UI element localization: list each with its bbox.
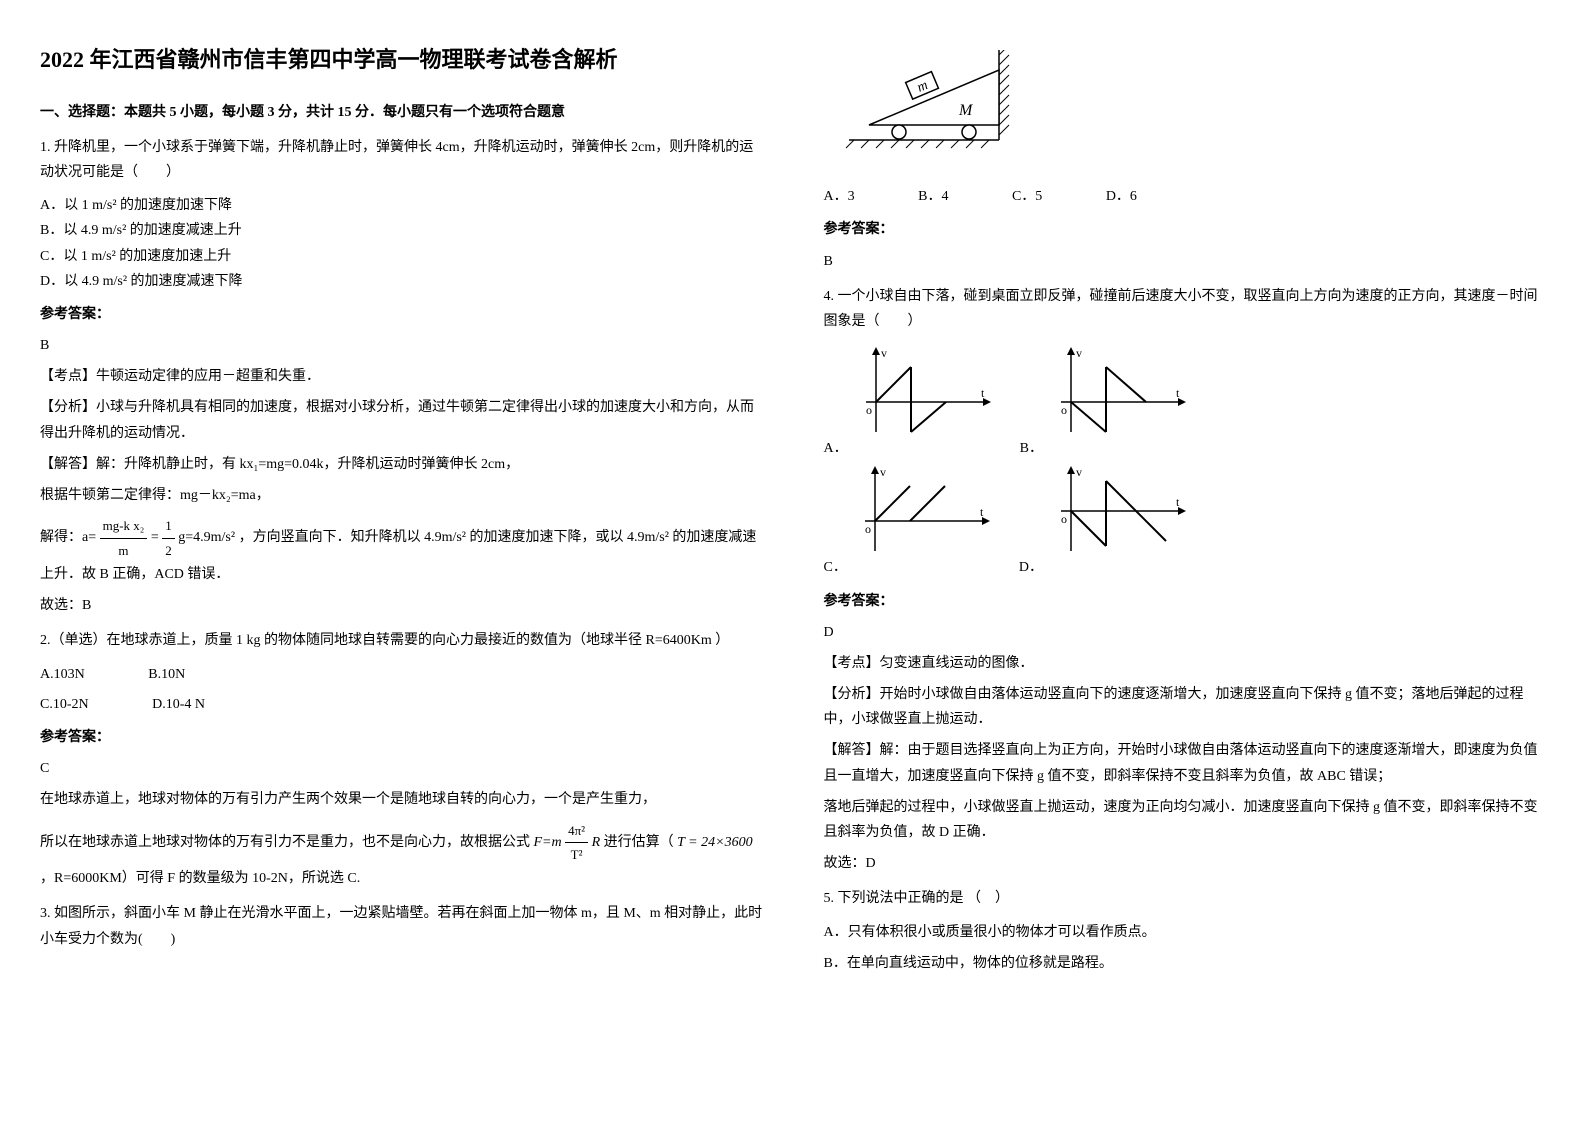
q4-graphs-row2: C． v t o D．: [824, 461, 1548, 580]
q1-jieda3-post: ，方向竖直向下．知升降机以 4.9m/s² 的加速度加速下降，或以 4.9m/s…: [40, 530, 756, 582]
q1-jieda1: 【解答】解：升降机静止时，有 kx₁=mg=0.04k，升降机运动时弹簧伸长 2…: [40, 452, 764, 477]
q3-svg: M m: [824, 50, 1014, 160]
q4a-t-label: t: [981, 386, 985, 400]
q2-frac-num: 4π²: [565, 819, 588, 843]
q3-answer: B: [824, 249, 1548, 274]
q4-label-c: C．: [824, 560, 847, 575]
q2-sol2-r: R: [592, 835, 601, 850]
q1-opt-b: B．以 4.9 m/s² 的加速度减速上升: [40, 218, 764, 243]
section1-heading: 一、选择题：本题共 5 小题，每小题 3 分，共计 15 分．每小题只有一个选项…: [40, 100, 764, 125]
q2-answer: C: [40, 756, 764, 781]
right-column: M m A．3 B．4 C．5 D．6 参考答案： B 4. 一个小球自由下落，…: [824, 40, 1548, 982]
q1-frac1-num: mg-k x₂: [100, 514, 148, 538]
q4d-t-label: t: [1176, 495, 1180, 509]
q1-opt-d: D．以 4.9 m/s² 的加速度减速下降: [40, 269, 764, 294]
q4c-v-label: v: [880, 465, 886, 479]
q2-sol2-post: 进行估算（: [604, 835, 674, 850]
q3-opt-d: D．6: [1106, 184, 1137, 209]
q4-fenxi: 【分析】开始时小球做自由落体运动竖直向下的速度逐渐增大，加速度竖直向下保持 g …: [824, 682, 1548, 732]
q1-frac2: 1 2: [162, 514, 175, 562]
q4-answer-label: 参考答案：: [824, 589, 1548, 614]
q4-graphs-row1: A． v t o B．: [824, 342, 1548, 461]
q1-opt-c: C．以 1 m/s² 的加速度加速上升: [40, 244, 764, 269]
q1-kaodian: 【考点】牛顿运动定律的应用－超重和失重．: [40, 364, 764, 389]
q3-answer-label: 参考答案：: [824, 217, 1548, 242]
q4b-o-label: o: [1061, 403, 1067, 417]
q1-fenxi: 【分析】小球与升降机具有相同的加速度，根据对小球分析，通过牛顿第二定律得出小球的…: [40, 395, 764, 445]
q4-graph-c: v t o: [855, 461, 995, 570]
q2-opt-d: D.10-4 N: [152, 692, 205, 717]
q4b-v-label: v: [1076, 346, 1082, 360]
q2-sol1: 在地球赤道上，地球对物体的万有引力产生两个效果一个是随地球自转的向心力，一个是产…: [40, 787, 764, 812]
cart-label: M: [958, 102, 974, 119]
q1-jieda3-pre: 解得：a=: [40, 530, 96, 545]
q2-opts-row2: C.10-2N D.10-4 N: [40, 692, 764, 717]
q4-jieda3: 故选：D: [824, 851, 1548, 876]
q4d-v-label: v: [1076, 465, 1082, 479]
ground-hatch: [846, 140, 989, 148]
q1-jieda2: 根据牛顿第二定律得：mg－kx₂=ma，: [40, 483, 764, 508]
q2-opt-c: C.10-2N: [40, 692, 89, 717]
q1-opt-a: A．以 1 m/s² 的加速度加速下降: [40, 193, 764, 218]
q3-diagram: M m: [824, 50, 1014, 169]
q4c-o-label: o: [865, 522, 871, 536]
q1-jieda3: 解得：a= mg-k x₂ m = 1 2 g=4.9m/s² ，方向竖直向下．…: [40, 514, 764, 587]
q1-jieda3-mid: =: [151, 530, 159, 545]
q1-frac1: mg-k x₂ m: [100, 514, 148, 562]
q2-sol3-mid: ，R=6000KM）可得 F 的数量级为 10-2N，所说选 C.: [40, 871, 360, 886]
q1-jieda4: 故选：B: [40, 593, 764, 618]
left-column: 2022 年江西省赣州市信丰第四中学高一物理联考试卷含解析 一、选择题：本题共 …: [40, 40, 764, 982]
q4-label-b: B．: [1020, 441, 1043, 456]
q4-graph-b: v t o: [1051, 342, 1191, 451]
q4b-t-label: t: [1176, 386, 1180, 400]
q4d-o-label: o: [1061, 512, 1067, 526]
q5-stem: 5. 下列说法中正确的是 （ ）: [824, 886, 1548, 911]
wall-hatch: [999, 50, 1009, 140]
q2-sol2-lhs: F=m: [534, 835, 562, 850]
q3-opt-c: C．5: [1012, 184, 1042, 209]
q2-stem: 2.（单选）在地球赤道上，质量 1 kg 的物体随同地球自转需要的向心力最接近的…: [40, 628, 764, 653]
q4-kaodian: 【考点】匀变速直线运动的图像．: [824, 651, 1548, 676]
q2-opts-row1: A.103N B.10N: [40, 662, 764, 687]
q4-graph-d: v t o: [1051, 461, 1191, 570]
q1-jieda3-suffix: g=4.9m/s²: [178, 530, 235, 545]
q1-answer: B: [40, 333, 764, 358]
q4-stem: 4. 一个小球自由下落，碰到桌面立即反弹，碰撞前后速度大小不变，取竖直向上方向为…: [824, 284, 1548, 334]
q2-answer-label: 参考答案：: [40, 725, 764, 750]
page-title: 2022 年江西省赣州市信丰第四中学高一物理联考试卷含解析: [40, 40, 764, 80]
q2-frac: 4π² T²: [565, 819, 588, 867]
q3-opts: A．3 B．4 C．5 D．6: [824, 184, 1548, 209]
q4-label-d: D．: [1019, 560, 1043, 575]
q2-frac-den: T²: [565, 843, 588, 866]
q2-opt-b: B.10N: [148, 662, 185, 687]
q3-stem: 3. 如图所示，斜面小车 M 静止在光滑水平面上，一边紧贴墙壁。若再在斜面上加一…: [40, 901, 764, 951]
q4-label-a: A．: [824, 441, 848, 456]
q4-graph-a: v t o: [856, 342, 996, 451]
q4a-v-label: v: [881, 346, 887, 360]
q4-jieda1: 【解答】解：由于题目选择竖直向上为正方向，开始时小球做自由落体运动竖直向下的速度…: [824, 738, 1548, 788]
q5-opt-b: B．在单向直线运动中，物体的位移就是路程。: [824, 951, 1548, 976]
q4c-t-label: t: [980, 505, 984, 519]
q1-answer-label: 参考答案：: [40, 302, 764, 327]
q4a-o-label: o: [866, 403, 872, 417]
q2-opt-a: A.103N: [40, 662, 85, 687]
q2-sol2-pre: 所以在地球赤道上地球对物体的万有引力不是重力，也不是向心力，故根据公式: [40, 835, 530, 850]
q1-frac1-den: m: [100, 539, 148, 562]
q1-frac2-den: 2: [162, 539, 175, 562]
q2-sol3-pre: T = 24×3600: [677, 835, 752, 850]
wheel-left: [892, 125, 906, 139]
q4-jieda2: 落地后弹起的过程中，小球做竖直上抛运动，速度为正向均匀减小．加速度竖直向下保持 …: [824, 795, 1548, 845]
q3-opt-a: A．3: [824, 184, 855, 209]
wheel-right: [962, 125, 976, 139]
q2-sol2: 所以在地球赤道上地球对物体的万有引力不是重力，也不是向心力，故根据公式 F=m …: [40, 819, 764, 892]
q1-stem: 1. 升降机里，一个小球系于弹簧下端，升降机静止时，弹簧伸长 4cm，升降机运动…: [40, 135, 764, 185]
q1-frac2-num: 1: [162, 514, 175, 538]
q4-answer: D: [824, 620, 1548, 645]
q5-opt-a: A．只有体积很小或质量很小的物体才可以看作质点。: [824, 920, 1548, 945]
q3-opt-b: B．4: [918, 184, 948, 209]
block-m: m: [905, 72, 938, 100]
